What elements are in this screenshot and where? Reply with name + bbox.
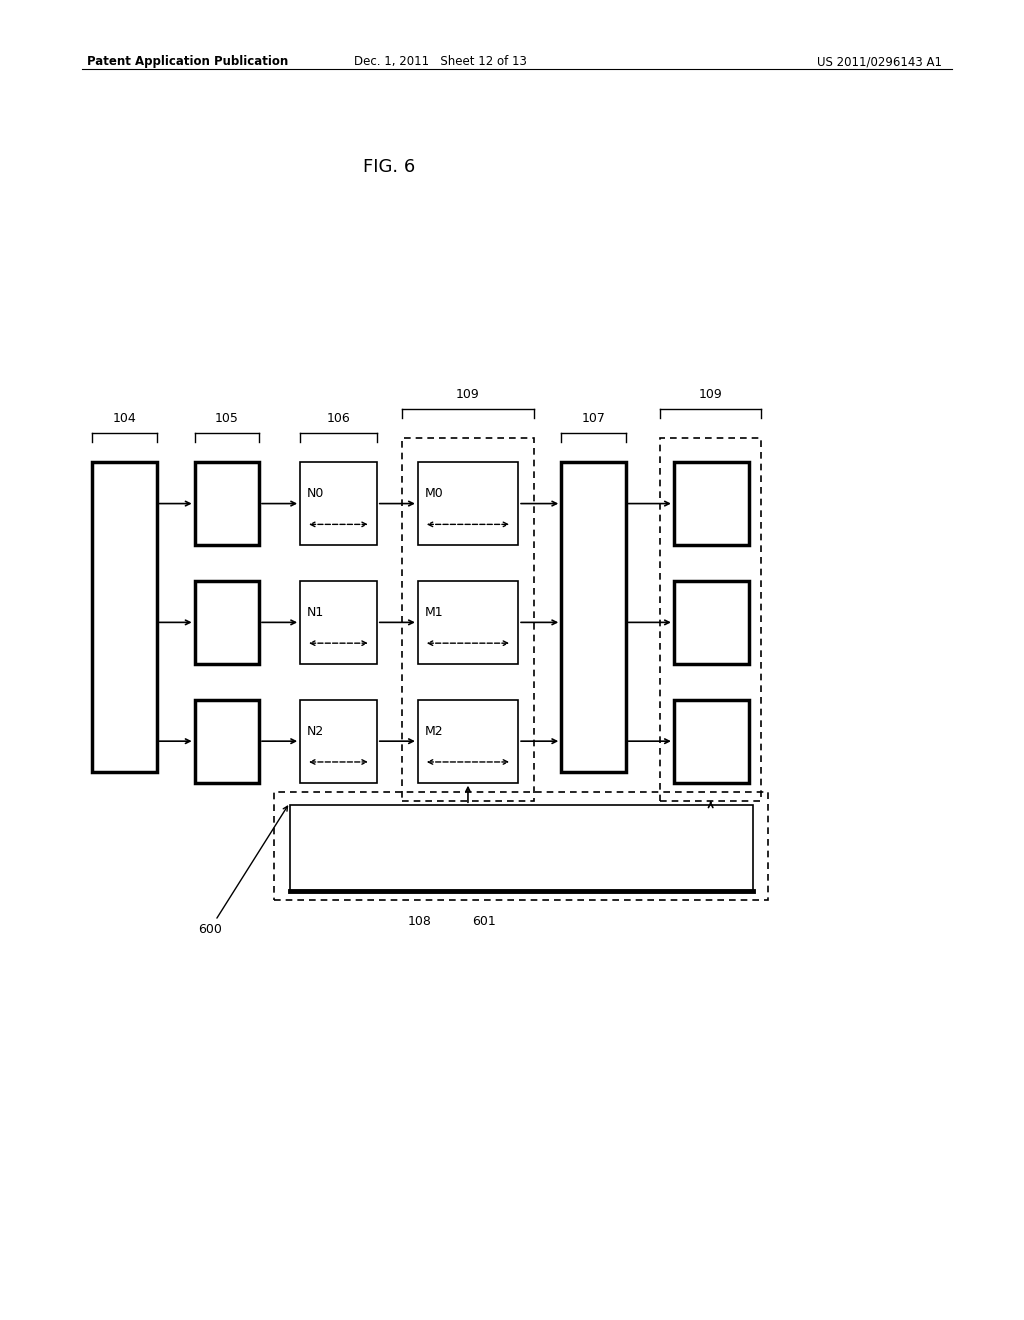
Bar	[195, 700, 259, 783]
Text: N2: N2	[307, 725, 325, 738]
Bar	[195, 581, 259, 664]
Text: 105: 105	[215, 412, 239, 425]
Text: Patent Application Publication: Patent Application Publication	[87, 55, 289, 69]
Bar	[418, 700, 518, 783]
Bar	[418, 581, 518, 664]
Bar	[660, 438, 761, 801]
Text: N0: N0	[307, 487, 325, 500]
Bar	[300, 700, 377, 783]
Text: US 2011/0296143 A1: US 2011/0296143 A1	[817, 55, 942, 69]
Text: 104: 104	[113, 412, 136, 425]
Text: M1: M1	[425, 606, 443, 619]
Text: M0: M0	[425, 487, 443, 500]
Bar	[674, 700, 749, 783]
Text: N1: N1	[307, 606, 325, 619]
Text: 107: 107	[582, 412, 605, 425]
Bar	[274, 792, 768, 900]
Text: Dec. 1, 2011   Sheet 12 of 13: Dec. 1, 2011 Sheet 12 of 13	[354, 55, 526, 69]
Text: 109: 109	[456, 388, 480, 401]
Bar	[402, 438, 534, 801]
Text: 106: 106	[327, 412, 350, 425]
Text: 108: 108	[408, 915, 431, 928]
Bar	[561, 462, 626, 772]
Bar	[300, 581, 377, 664]
Text: 601: 601	[472, 915, 496, 928]
Bar	[418, 462, 518, 545]
Bar	[290, 805, 753, 891]
Text: FIG. 6: FIG. 6	[362, 158, 416, 177]
Text: 109: 109	[698, 388, 723, 401]
Bar	[300, 462, 377, 545]
Text: 600: 600	[198, 807, 288, 936]
Bar	[674, 581, 749, 664]
Bar	[92, 462, 157, 772]
Bar	[195, 462, 259, 545]
Bar	[674, 462, 749, 545]
Text: M2: M2	[425, 725, 443, 738]
